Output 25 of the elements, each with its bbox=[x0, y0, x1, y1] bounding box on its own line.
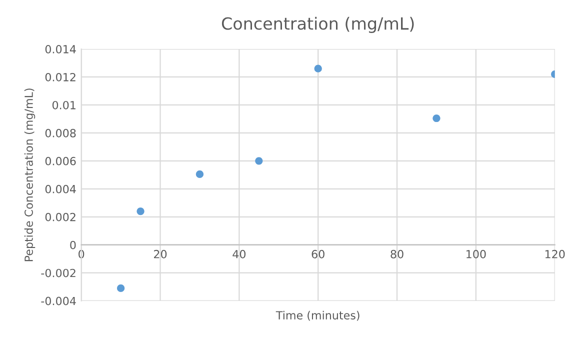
point bbox=[196, 170, 204, 178]
y-tick-label: 0.008 bbox=[45, 128, 76, 138]
y-tick-label: 0.002 bbox=[45, 212, 76, 222]
x-tick-label: 120 bbox=[545, 250, 565, 258]
y-tick-label: 0.014 bbox=[45, 44, 76, 54]
y-tick-label: 0.012 bbox=[45, 72, 76, 82]
point bbox=[136, 207, 144, 216]
y-tick-label: 0 bbox=[70, 240, 76, 250]
chart-title: Concentration (mg/mL) bbox=[222, 16, 414, 34]
point bbox=[116, 284, 125, 292]
y-tick-label: 0.004 bbox=[45, 184, 76, 194]
point bbox=[432, 114, 440, 122]
y-tick-label: 0.01 bbox=[52, 100, 76, 110]
x-axis-title: Time (minutes) bbox=[276, 310, 360, 321]
x-tick-label: 100 bbox=[466, 250, 486, 258]
x-tick-label: 20 bbox=[154, 250, 167, 258]
y-tick-label: 0.006 bbox=[45, 156, 76, 166]
y-axis-title: Peptide Concentration (mg/mL) bbox=[24, 88, 36, 262]
point bbox=[255, 157, 263, 165]
x-tick-label: 80 bbox=[390, 250, 404, 258]
y-tick-label: -0.002 bbox=[41, 268, 76, 278]
x-tick-label: 60 bbox=[312, 250, 324, 258]
point bbox=[314, 64, 322, 72]
x-tick-label: 40 bbox=[232, 250, 246, 258]
y-tick-label: -0.004 bbox=[41, 296, 76, 306]
